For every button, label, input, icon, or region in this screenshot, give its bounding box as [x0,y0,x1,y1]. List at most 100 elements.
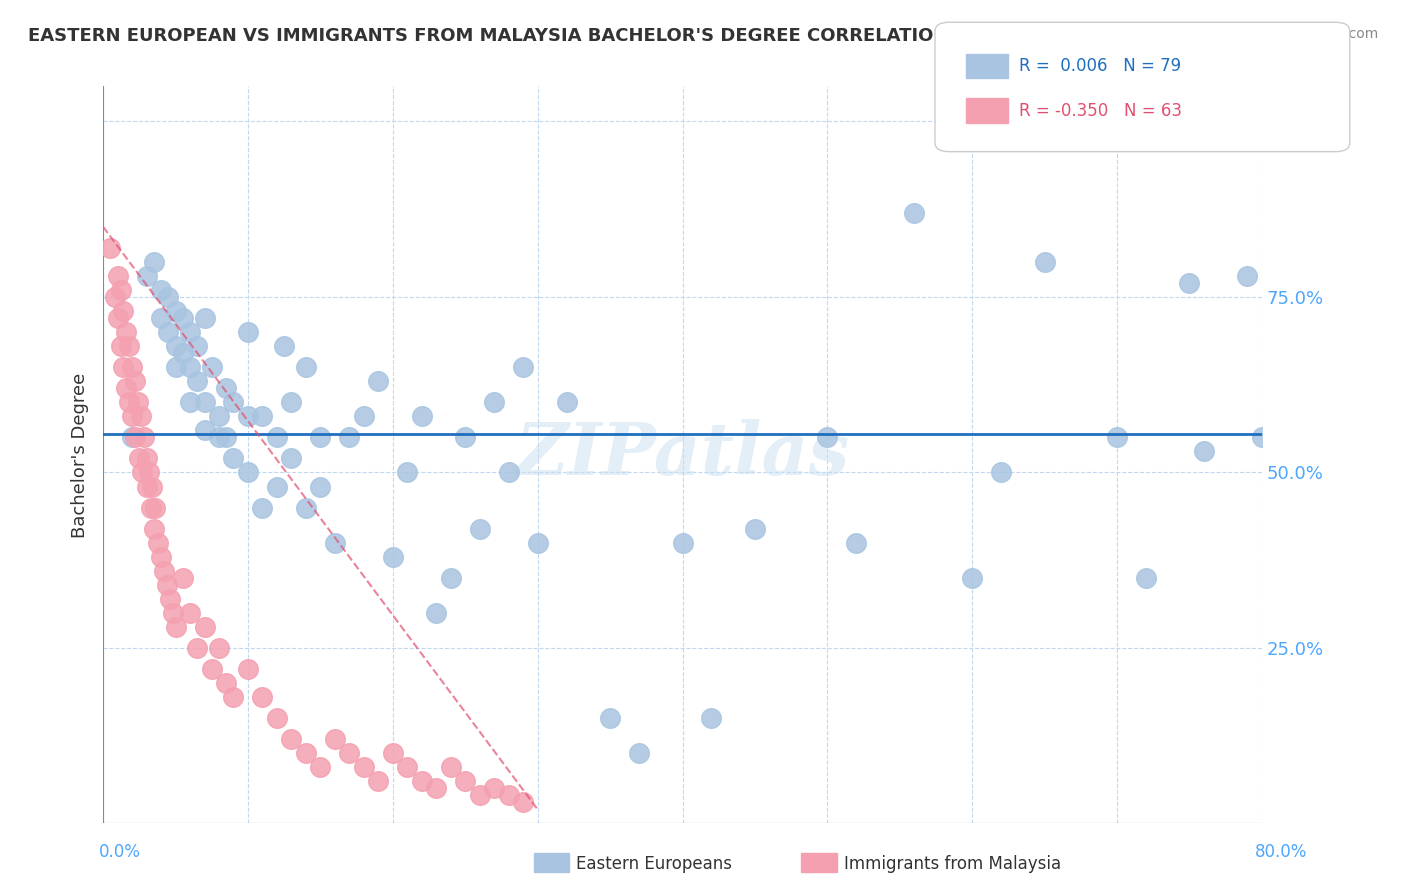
Point [236,466,259,480]
Point [236,662,259,676]
Point [142,522,165,536]
Point [110,283,132,297]
Point [353,760,375,774]
Point [323,535,346,549]
Point [411,774,433,789]
Point [193,423,215,437]
Point [381,549,404,564]
Point [186,640,208,655]
Point [468,789,491,803]
Text: 0.0%: 0.0% [98,843,141,861]
Point [367,374,389,388]
Point [129,409,152,424]
Point [381,746,404,760]
Point [990,466,1012,480]
Point [526,535,548,549]
Point [121,360,143,375]
Text: R = -0.350   N = 63: R = -0.350 N = 63 [1019,102,1182,120]
Text: 80.0%: 80.0% [1256,843,1308,861]
Point [309,430,332,444]
Point [146,535,169,549]
Point [104,290,127,304]
Point [165,620,187,634]
Point [273,339,295,353]
Point [121,430,143,444]
Point [1251,430,1274,444]
Point [208,409,231,424]
Point [132,430,155,444]
Point [208,430,231,444]
Text: Source: ZipAtlas.com: Source: ZipAtlas.com [1230,27,1378,41]
Text: R =  0.006   N = 79: R = 0.006 N = 79 [1019,57,1181,75]
Point [100,241,122,255]
Point [280,732,302,747]
Point [179,606,201,620]
Point [960,571,983,585]
Point [323,732,346,747]
Point [337,746,360,760]
Point [222,451,245,466]
Point [112,360,135,375]
Point [107,311,129,326]
Point [172,311,194,326]
Point [1222,128,1244,143]
Point [121,409,143,424]
Point [143,500,166,515]
Point [1192,444,1215,458]
Point [1105,430,1128,444]
Point [215,381,238,395]
Point [141,479,163,493]
Point [295,360,318,375]
Point [498,466,520,480]
Point [112,304,135,318]
Point [353,409,375,424]
Point [236,409,259,424]
Point [222,395,245,409]
Point [138,466,160,480]
Point [367,774,389,789]
Point [153,564,176,578]
Point [193,311,215,326]
Point [165,304,187,318]
Point [172,571,194,585]
Point [172,346,194,360]
Point [179,360,201,375]
Point [1135,571,1157,585]
Point [157,325,180,339]
Point [280,395,302,409]
Point [845,535,868,549]
Point [142,255,165,269]
Point [236,325,259,339]
Point [440,571,463,585]
Point [186,374,208,388]
Point [903,205,925,219]
Point [309,760,332,774]
Point [150,549,173,564]
Text: Eastern Europeans: Eastern Europeans [576,855,733,873]
Point [159,591,181,606]
Point [295,500,318,515]
Point [110,339,132,353]
Point [179,325,201,339]
Point [498,789,520,803]
Point [266,430,288,444]
Text: EASTERN EUROPEAN VS IMMIGRANTS FROM MALAYSIA BACHELOR'S DEGREE CORRELATION CHART: EASTERN EUROPEAN VS IMMIGRANTS FROM MALA… [28,27,1022,45]
Point [396,466,419,480]
Point [484,395,506,409]
Point [135,479,157,493]
Y-axis label: Bachelor's Degree: Bachelor's Degree [72,372,89,538]
Point [135,268,157,283]
Point [127,395,149,409]
Point [193,395,215,409]
Point [555,395,578,409]
Point [280,451,302,466]
Point [208,640,231,655]
Point [157,290,180,304]
Point [396,760,419,774]
Point [150,283,173,297]
Point [118,339,141,353]
Point [252,500,274,515]
Point [599,711,621,725]
Point [165,339,187,353]
Point [124,430,146,444]
